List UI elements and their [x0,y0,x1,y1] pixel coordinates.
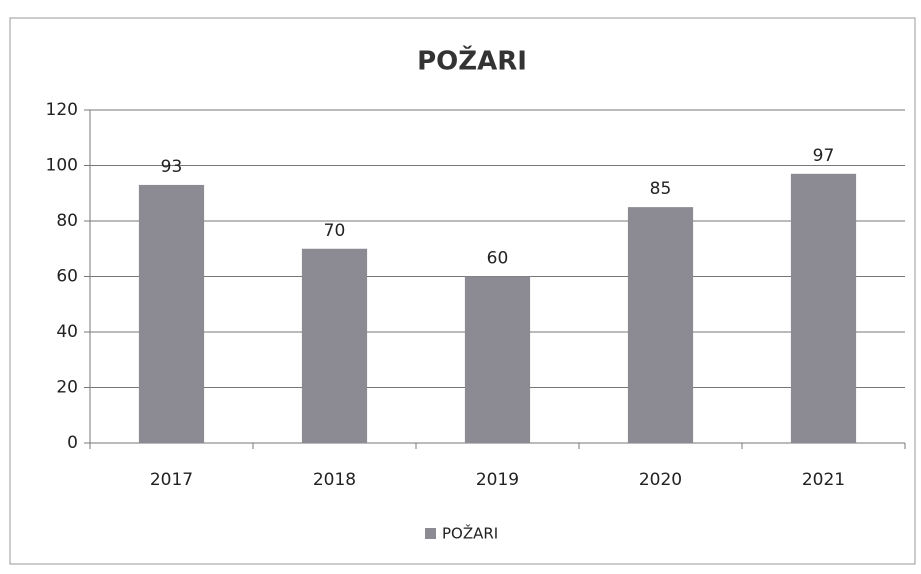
legend-swatch [425,528,436,539]
chart-title: POŽARI [417,45,527,77]
data-label: 60 [487,249,509,269]
bar [790,173,857,443]
y-tick-label: 40 [56,322,78,342]
x-tick-label: 2020 [639,470,682,490]
y-tick-label: 80 [56,211,78,231]
x-tick-label: 2018 [313,470,356,490]
y-tick-label: 0 [67,433,78,453]
y-tick-label: 60 [56,267,78,287]
y-tick-label: 120 [46,100,78,120]
bar [627,207,694,443]
data-label: 93 [161,157,183,177]
x-tick-label: 2017 [150,470,193,490]
bar [464,276,531,443]
y-tick-label: 100 [46,156,78,176]
bar [138,184,205,444]
data-label: 97 [813,146,835,166]
data-label: 70 [324,221,346,241]
x-tick-label: 2019 [476,470,519,490]
legend-label: POŽARI [442,524,498,543]
bar [301,248,368,443]
x-tick-label: 2021 [802,470,845,490]
y-tick-label: 20 [56,378,78,398]
data-label: 85 [650,179,672,199]
